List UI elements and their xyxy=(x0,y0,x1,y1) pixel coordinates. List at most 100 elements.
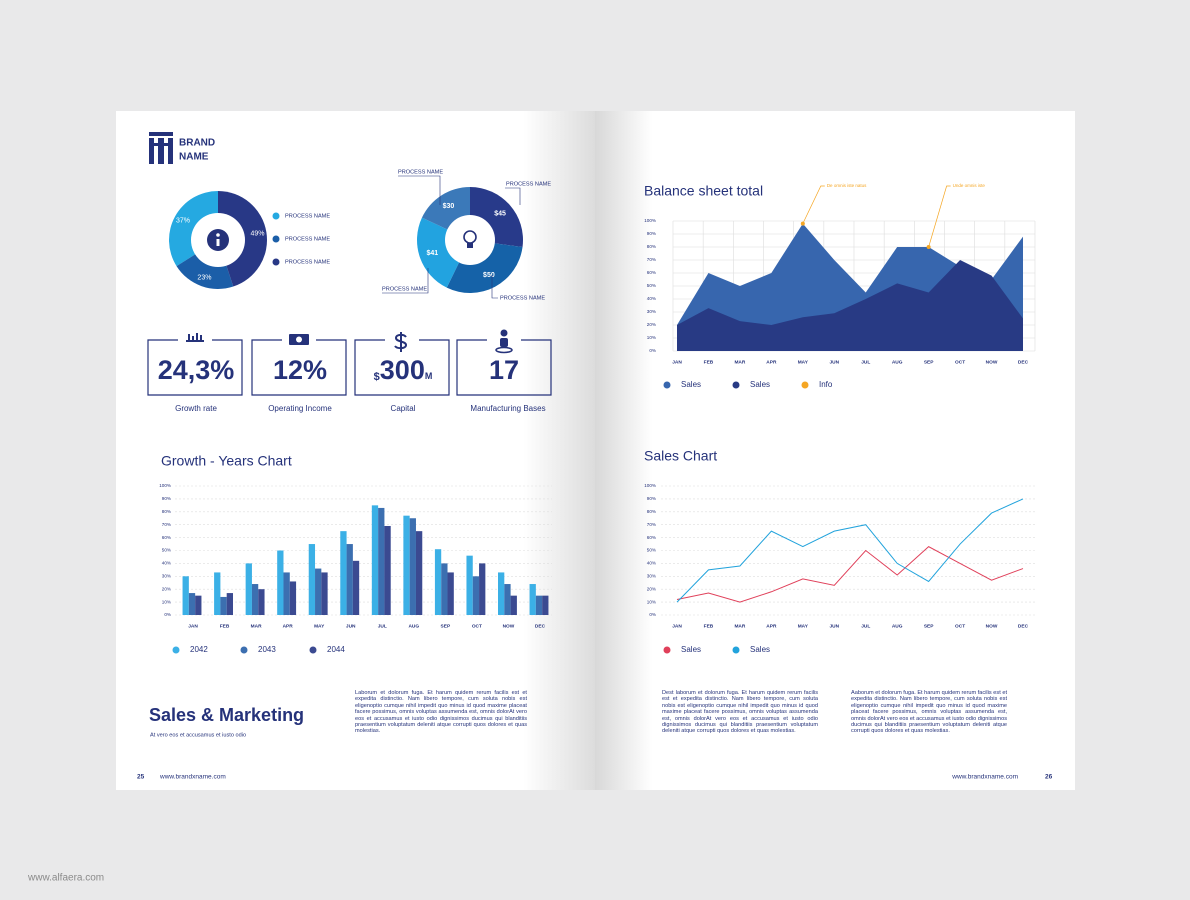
y-tick-label: 60% xyxy=(162,535,171,540)
stat-suffix: M xyxy=(425,371,433,381)
stat-number: 300 xyxy=(380,355,425,385)
x-tick-label: SEP xyxy=(441,623,451,629)
bar xyxy=(251,584,259,615)
y-tick-label: 10% xyxy=(647,335,656,340)
bar xyxy=(510,595,517,615)
right-page xyxy=(595,111,1075,790)
x-tick-label: JAN xyxy=(672,359,682,365)
x-tick-label: SEP xyxy=(924,359,934,365)
y-tick-label: 40% xyxy=(162,561,171,566)
stat-value: 12% xyxy=(273,355,327,385)
bar xyxy=(378,507,385,615)
area xyxy=(677,260,1023,351)
x-tick-label: JUL xyxy=(861,359,870,365)
bar xyxy=(245,563,252,615)
legend-label: Sales xyxy=(681,380,701,389)
x-tick-label: JAN xyxy=(188,623,198,629)
stat-prefix: $ xyxy=(374,371,380,383)
footer-url: www.brandxname.com xyxy=(159,774,226,781)
x-tick-label: JAN xyxy=(672,623,682,629)
legend-label: Info xyxy=(819,380,833,389)
section-title: Sales & Marketing xyxy=(149,705,304,725)
annotation-dot xyxy=(926,245,931,249)
legend-dot xyxy=(732,381,740,389)
annotation-text: Unde omnis iste xyxy=(953,183,986,188)
page-number: 25 xyxy=(137,774,145,781)
annotation-dot xyxy=(800,221,805,226)
y-tick-label: 30% xyxy=(647,574,656,579)
info-icon-dot xyxy=(216,233,220,237)
bar xyxy=(479,563,486,615)
x-tick-label: JUN xyxy=(829,359,839,365)
stat-boxes xyxy=(147,339,552,396)
legend-label: Sales xyxy=(750,645,770,654)
y-tick-label: 10% xyxy=(162,599,171,604)
y-tick-label: 90% xyxy=(647,231,656,236)
callout-line xyxy=(505,187,521,205)
legend-label: Sales xyxy=(681,645,701,654)
legend-dot xyxy=(272,258,280,266)
bar xyxy=(289,581,297,615)
bar xyxy=(384,525,391,615)
y-tick-label: 40% xyxy=(647,296,656,301)
paragraph: Laborum et dolorum fuga. Et harum quidem… xyxy=(355,690,527,735)
x-tick-label: MAY xyxy=(798,623,809,629)
brand-line1: BRAND xyxy=(179,138,215,149)
bar xyxy=(195,595,202,615)
paragraph: Dest laborum et dolorum fuga. Et harum q… xyxy=(662,690,818,735)
x-tick-label: MAR xyxy=(734,623,745,629)
footer-url: www.brandxname.com xyxy=(951,774,1018,781)
y-tick-label: 90% xyxy=(162,496,171,501)
legend-dot xyxy=(240,646,248,654)
bar xyxy=(498,572,505,615)
bar xyxy=(434,549,442,615)
donut-label: 23% xyxy=(197,274,211,281)
bar xyxy=(346,544,353,615)
y-tick-label: 70% xyxy=(647,522,656,527)
bar xyxy=(403,515,410,615)
x-tick-label: JUN xyxy=(829,623,839,629)
legend-dot xyxy=(172,646,180,654)
stat-label: Capital xyxy=(391,404,416,413)
stat-label: Growth rate xyxy=(175,404,217,413)
x-tick-label: JUL xyxy=(861,623,870,629)
donut-label: $30 xyxy=(443,203,455,210)
x-tick-label: OCT xyxy=(472,623,482,629)
section-subtitle: At vero eos et accusamus et iusto odio xyxy=(150,732,246,738)
donut-label: $50 xyxy=(483,272,495,279)
x-tick-label: AUG xyxy=(892,359,903,365)
y-tick-label: 60% xyxy=(647,535,656,540)
y-tick-label: 20% xyxy=(647,586,656,591)
bar xyxy=(472,576,480,615)
y-tick-label: 10% xyxy=(647,599,656,604)
legend-dot xyxy=(309,646,317,654)
legend-dot xyxy=(272,212,280,220)
x-tick-label: MAR xyxy=(734,359,745,365)
x-tick-label: APR xyxy=(283,623,294,629)
x-tick-label: DEC xyxy=(1018,623,1029,629)
callout-label: PROCESS NAME xyxy=(506,181,551,187)
bulb-icon-base xyxy=(467,243,473,248)
x-tick-label: MAY xyxy=(798,359,809,365)
stat-value: 17 xyxy=(489,355,519,385)
donut-label: 49% xyxy=(250,231,264,238)
annotation-line xyxy=(802,185,825,224)
annotation-text: De omnis iste natus xyxy=(827,183,867,188)
bar xyxy=(504,584,511,615)
brand-line2: NAME xyxy=(179,152,209,163)
legend-label: 2042 xyxy=(190,645,208,654)
y-tick-label: 0% xyxy=(649,612,656,617)
y-tick-label: 70% xyxy=(647,257,656,262)
x-tick-label: OCT xyxy=(955,359,965,365)
info-icon-bar xyxy=(216,239,220,246)
bar xyxy=(188,593,196,615)
stat-label: Manufacturing Bases xyxy=(470,404,545,413)
legend-label: PROCESS NAME xyxy=(285,236,330,242)
bar xyxy=(447,572,454,615)
y-tick-label: 0% xyxy=(649,348,656,353)
bar xyxy=(529,584,536,615)
x-tick-label: AUG xyxy=(892,623,903,629)
y-tick-label: 100% xyxy=(159,483,171,488)
x-tick-label: DEC xyxy=(1018,359,1029,365)
bar xyxy=(535,595,543,615)
